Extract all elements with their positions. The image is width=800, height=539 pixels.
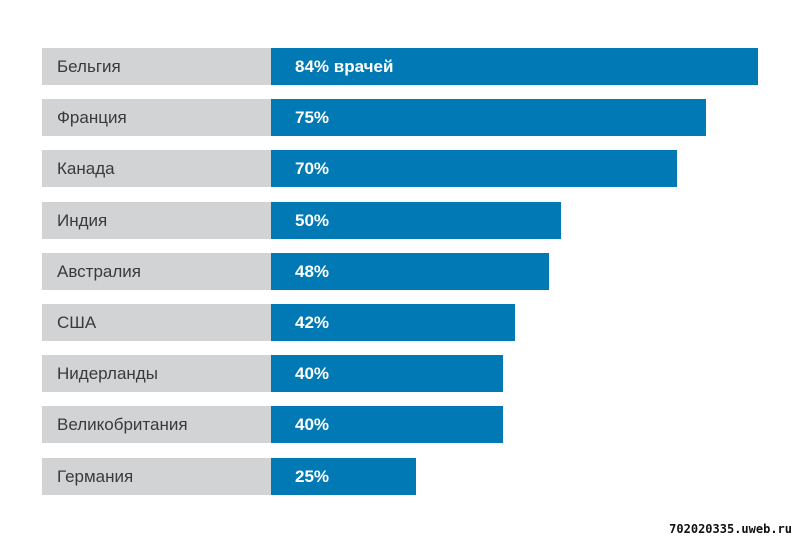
category-label: Нидерланды [57, 364, 158, 383]
bar-value-label: 48% [295, 262, 330, 281]
bar: 75% [271, 99, 706, 136]
category-label: Великобритания [57, 415, 188, 434]
category-box: Канада [42, 150, 271, 187]
category-box: Индия [42, 202, 271, 239]
bar: 84% врачей [271, 48, 758, 85]
bar: 50% [271, 202, 561, 239]
category-label: Франция [57, 108, 127, 127]
category-label: США [57, 313, 97, 332]
category-label: Бельгия [57, 57, 121, 76]
bar: 70% [271, 150, 677, 187]
bar: 25% [271, 458, 416, 495]
category-label: Австралия [57, 262, 141, 281]
category-label: Канада [57, 159, 115, 178]
bar-value-label: 75% [295, 108, 330, 127]
bar-value-label: 40% [295, 364, 330, 383]
category-label: Германия [57, 467, 134, 486]
bar-value-label: 84% врачей [295, 57, 394, 76]
category-box: Бельгия [42, 48, 271, 85]
bar: 48% [271, 253, 549, 290]
bar-value-label: 50% [295, 211, 330, 230]
bar-value-label: 40% [295, 415, 330, 434]
bar: 42% [271, 304, 515, 341]
category-box: Нидерланды [42, 355, 271, 392]
watermark: 702020335.uweb.ru [669, 522, 792, 536]
category-box: Австралия [42, 253, 271, 290]
bar-value-label: 42% [295, 313, 330, 332]
category-box: Франция [42, 99, 271, 136]
category-box: Германия [42, 458, 271, 495]
bar: 40% [271, 406, 503, 443]
bar: 40% [271, 355, 503, 392]
bar-value-label: 25% [295, 467, 330, 486]
category-box: Великобритания [42, 406, 271, 443]
bar-value-label: 70% [295, 159, 330, 178]
category-box: США [42, 304, 271, 341]
category-label: Индия [57, 211, 108, 230]
